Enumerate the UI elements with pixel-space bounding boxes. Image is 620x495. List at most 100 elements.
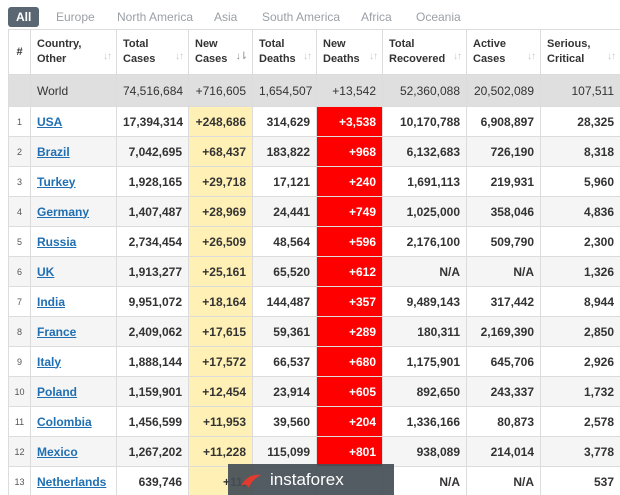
table-row: 2 Brazil 7,042,695 +68,437 183,822 +968 6,132,… — [8, 136, 620, 167]
new-deaths-cell: +749 — [316, 196, 383, 227]
total-recovered-cell: N/A — [382, 466, 467, 495]
total-cases-cell: 1,407,487 — [116, 196, 189, 227]
total-deaths-cell: 23,914 — [252, 376, 317, 407]
country-link[interactable]: Colombia — [37, 414, 92, 429]
total-recovered-cell: 9,489,143 — [382, 286, 467, 317]
country-cell: Russia — [30, 226, 117, 257]
total-deaths-cell: 48,564 — [252, 226, 317, 257]
country-link[interactable]: Poland — [37, 384, 78, 399]
country-link[interactable]: Turkey — [37, 174, 76, 189]
new-cases-cell: +11,953 — [188, 406, 253, 437]
country-link[interactable]: Netherlands — [37, 474, 107, 489]
total-deaths-cell: 144,487 — [252, 286, 317, 317]
sort-arrows-icon: ↓↑ — [175, 51, 184, 62]
country-link[interactable]: India — [37, 294, 66, 309]
total-recovered-cell: 892,650 — [382, 376, 467, 407]
new-deaths-cell: +680 — [316, 346, 383, 377]
new-cases-cell: +28,969 — [188, 196, 253, 227]
row-index: 5 — [8, 226, 31, 257]
column-header-active-cases[interactable]: Active Cases ↓↑ — [466, 29, 541, 75]
active-cases-cell: 20,502,089 — [466, 74, 541, 107]
tab-all[interactable]: All — [8, 7, 40, 27]
column-header-serious-critical[interactable]: Serious, Critical ↓↑ — [540, 29, 620, 75]
country-link[interactable]: USA — [37, 114, 63, 129]
row-index: 7 — [8, 286, 31, 317]
total-cases-cell: 7,042,695 — [116, 136, 189, 167]
country-link[interactable]: Italy — [37, 354, 62, 369]
column-header-new-cases[interactable]: New Cases ↓⇂ — [188, 29, 253, 75]
column-header-total-recovered[interactable]: Total Recovered ↓↑ — [382, 29, 467, 75]
row-index: 6 — [8, 256, 31, 287]
active-cases-cell: 645,706 — [466, 346, 541, 377]
table-row: 9 Italy 1,888,144 +17,572 66,537 +680 1,175,90… — [8, 346, 620, 377]
new-deaths-cell: +3,538 — [316, 106, 383, 137]
row-index: 10 — [8, 376, 31, 407]
column-header-new-cases-label: New Cases — [195, 38, 228, 65]
total-cases-cell: 639,746 — [116, 466, 189, 495]
total-recovered-cell: 6,132,683 — [382, 136, 467, 167]
total-cases-cell: 1,913,277 — [116, 256, 189, 287]
country-link[interactable]: UK — [37, 264, 55, 279]
country-cell: Germany — [30, 196, 117, 227]
total-cases-cell: 1,928,165 — [116, 166, 189, 197]
new-cases-cell: +12,454 — [188, 376, 253, 407]
table-row: 12 Mexico 1,267,202 +11,228 115,099 +801 938,0… — [8, 436, 620, 467]
country-link[interactable]: Germany — [37, 204, 90, 219]
total-recovered-cell: 10,170,788 — [382, 106, 467, 137]
covid-stats-table: # Country, Other ↓↑ Total Cases ↓↑ New Case… — [8, 29, 620, 495]
active-cases-cell: 726,190 — [466, 136, 541, 167]
total-deaths-cell: 314,629 — [252, 106, 317, 137]
column-header-total-cases-label: Total Cases — [123, 38, 156, 65]
new-deaths-cell: +13,542 — [316, 74, 383, 107]
total-cases-cell: 74,516,684 — [116, 74, 189, 107]
active-cases-cell: 358,046 — [466, 196, 541, 227]
tab-asia[interactable]: Asia — [214, 10, 238, 24]
total-deaths-cell: 39,560 — [252, 406, 317, 437]
country-cell: Italy — [30, 346, 117, 377]
sort-arrows-icon: ↓↑ — [369, 51, 378, 62]
new-deaths-cell: +204 — [316, 406, 383, 437]
tab-north-america[interactable]: North America — [117, 10, 194, 24]
total-cases-cell: 1,159,901 — [116, 376, 189, 407]
column-header-country[interactable]: Country, Other ↓↑ — [30, 29, 117, 75]
country-link[interactable]: Mexico — [37, 444, 78, 459]
sort-arrows-icon: ↓↑ — [527, 51, 536, 62]
column-header-new-deaths[interactable]: New Deaths ↓↑ — [316, 29, 383, 75]
column-header-total-deaths[interactable]: Total Deaths ↓↑ — [252, 29, 317, 75]
new-cases-cell: +716,605 — [188, 74, 253, 107]
column-header-new-deaths-label: New Deaths — [323, 38, 360, 65]
total-recovered-cell: 1,175,901 — [382, 346, 467, 377]
table-header-row: # Country, Other ↓↑ Total Cases ↓↑ New Case… — [8, 29, 620, 75]
total-recovered-cell: 2,176,100 — [382, 226, 467, 257]
tab-europe[interactable]: Europe — [56, 10, 95, 24]
row-index: 13 — [8, 466, 31, 495]
table-row: 6 UK 1,913,277 +25,161 65,520 +612 N/A N/A 1,326 — [8, 256, 620, 287]
serious-critical-cell: 107,511 — [540, 74, 620, 107]
country-cell: France — [30, 316, 117, 347]
total-cases-cell: 2,409,062 — [116, 316, 189, 347]
country-link[interactable]: Brazil — [37, 144, 70, 159]
new-cases-cell: +29,718 — [188, 166, 253, 197]
total-cases-cell: 1,456,599 — [116, 406, 189, 437]
active-cases-cell: 317,442 — [466, 286, 541, 317]
world-total-row: World 74,516,684 +716,605 1,654,507 +13,… — [8, 74, 620, 107]
total-deaths-cell: 66,537 — [252, 346, 317, 377]
new-deaths-cell: +968 — [316, 136, 383, 167]
row-index: 4 — [8, 196, 31, 227]
column-header-index-label: # — [16, 45, 23, 58]
active-cases-cell: 214,014 — [466, 436, 541, 467]
serious-critical-cell: 28,325 — [540, 106, 620, 137]
tab-africa[interactable]: Africa — [361, 10, 392, 24]
total-cases-cell: 9,951,072 — [116, 286, 189, 317]
column-header-total-cases[interactable]: Total Cases ↓↑ — [116, 29, 189, 75]
row-index: 12 — [8, 436, 31, 467]
country-link[interactable]: France — [37, 324, 77, 339]
country-link[interactable]: Russia — [37, 234, 77, 249]
column-header-active-cases-label: Active Cases — [473, 38, 507, 65]
new-cases-cell: +18,164 — [188, 286, 253, 317]
tab-oceania[interactable]: Oceania — [416, 10, 461, 24]
tab-south-america[interactable]: South America — [262, 10, 341, 24]
total-deaths-cell: 1,654,507 — [252, 74, 317, 107]
new-deaths-cell: +596 — [316, 226, 383, 257]
country-cell: Turkey — [30, 166, 117, 197]
